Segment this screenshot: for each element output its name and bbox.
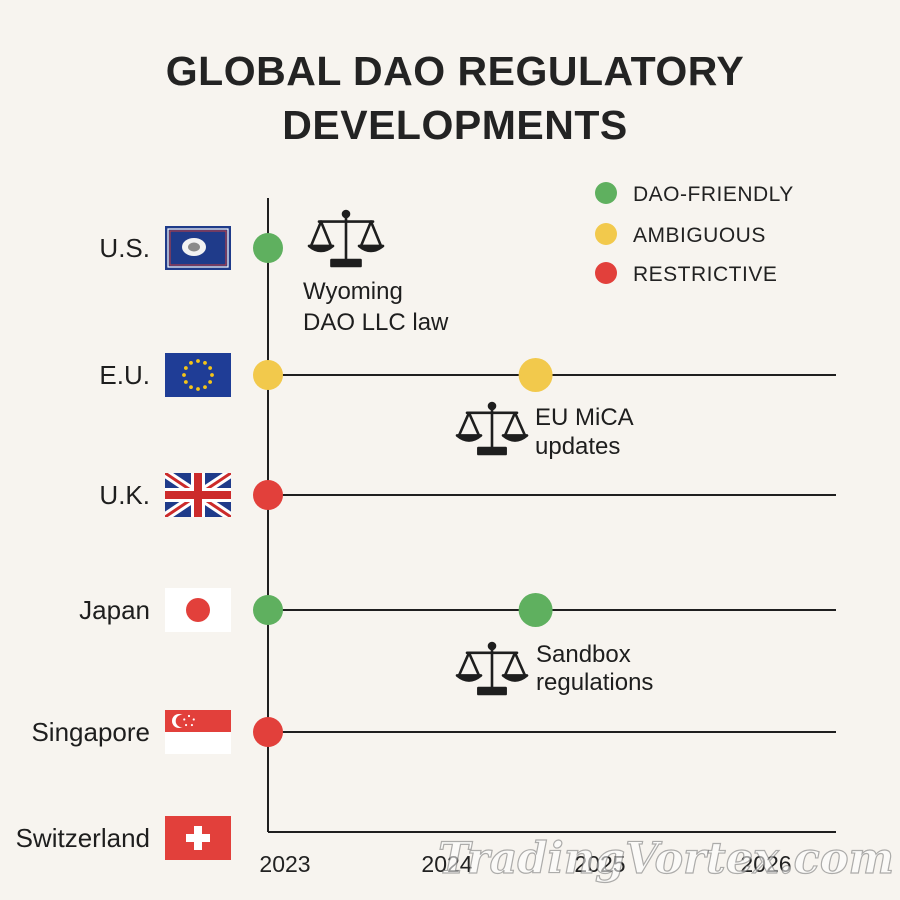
title-line-1: GLOBAL DAO REGULATORY [165, 48, 745, 94]
year-tick-label: 2023 [259, 851, 310, 877]
switzerland-flag-icon [165, 816, 231, 860]
scales-icon [307, 209, 385, 268]
country-label: E.U. [99, 360, 150, 390]
watermark: TradingVortex.com [438, 834, 894, 884]
page-title: GLOBAL DAO REGULATORY DEVELOPMENTS [70, 44, 840, 152]
us-wyoming-flag-icon [165, 226, 231, 270]
country-label: Singapore [31, 717, 150, 747]
title-line-2: DEVELOPMENTS [282, 102, 628, 148]
year-tick-label: 2025 [574, 851, 625, 877]
event-dot-restrictive [253, 717, 283, 747]
annotation-text: Wyoming [303, 278, 403, 305]
annotation-text: updates [535, 433, 620, 460]
country-label: Switzerland [16, 823, 150, 853]
country-label: U.S. [99, 233, 150, 263]
legend-label: RESTRICTIVE [633, 263, 777, 286]
country-label: U.K. [99, 480, 150, 510]
year-tick-label: 2026 [740, 851, 791, 877]
event-dot-dao-friendly [253, 233, 283, 263]
legend-swatch [595, 262, 617, 284]
annotation-text: Sandbox [536, 641, 631, 668]
event-dot-ambiguous [518, 358, 553, 392]
event-dot-dao-friendly [253, 595, 283, 625]
uk-flag-icon [165, 473, 231, 517]
legend-label: DAO-FRIENDLY [633, 183, 794, 206]
country-label: Japan [79, 595, 150, 625]
annotation-text: DAO LLC law [303, 309, 449, 336]
annotation-text: regulations [536, 669, 653, 696]
japan-flag-icon [165, 588, 231, 632]
eu-flag-icon [165, 353, 231, 397]
legend-swatch [595, 182, 617, 204]
legend-swatch [595, 223, 617, 245]
singapore-flag-icon [165, 710, 231, 754]
legend-label: AMBIGUOUS [633, 224, 766, 247]
scales-icon [455, 641, 529, 696]
year-tick-label: 2024 [421, 851, 472, 877]
event-dot-dao-friendly [518, 593, 553, 627]
scales-icon [455, 401, 529, 456]
annotation-text: EU MiCA [535, 404, 634, 431]
event-dot-restrictive [253, 480, 283, 510]
event-dot-ambiguous [253, 360, 283, 390]
